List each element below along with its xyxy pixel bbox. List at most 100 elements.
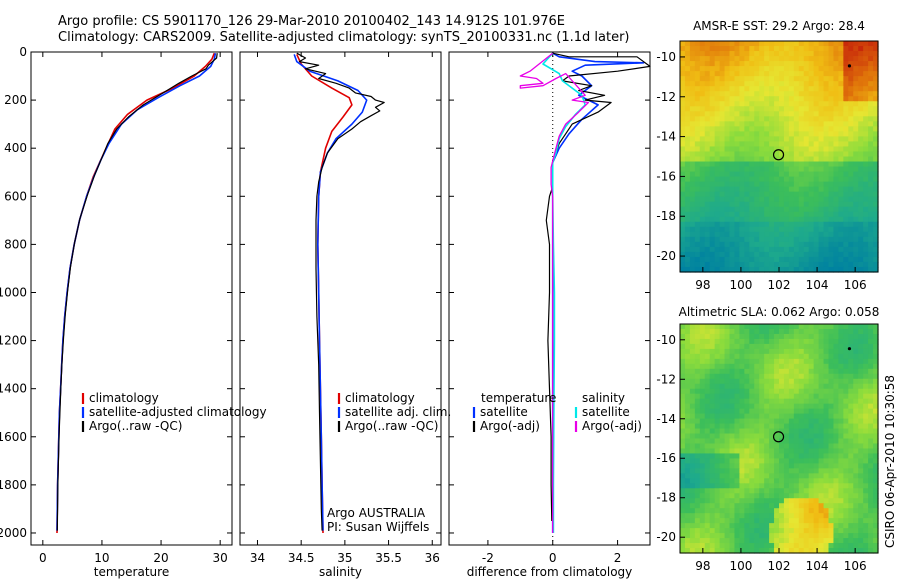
sst-map-cell xyxy=(739,241,745,248)
sla-map-cell xyxy=(828,478,835,484)
sst-map-cell xyxy=(803,221,810,228)
sst-map-cell xyxy=(838,91,844,97)
sst-map-cell xyxy=(813,131,820,138)
sst-map-cell xyxy=(764,146,770,153)
sst-map-cell xyxy=(694,201,701,208)
sla-map-cell xyxy=(818,383,825,390)
sla-map-cell xyxy=(734,518,740,524)
sla-map-cell xyxy=(749,453,755,460)
sla-map-cell xyxy=(858,408,864,415)
sla-map-cell xyxy=(823,388,830,395)
sla-map-cell xyxy=(813,493,820,499)
sst-map-cell xyxy=(873,126,879,132)
sst-map-cell xyxy=(838,86,844,92)
sla-map-cell xyxy=(788,508,795,514)
sst-map-cell xyxy=(798,211,805,218)
sst-map-cell xyxy=(749,216,755,223)
sla-map-cell xyxy=(818,528,825,534)
sla-map-cell xyxy=(759,408,765,415)
sla-map-cell xyxy=(729,473,736,479)
sla-map-cell xyxy=(808,458,815,464)
sla-map-cell xyxy=(699,458,706,464)
sst-map-cell xyxy=(803,151,810,158)
sst-map-cell xyxy=(779,241,785,248)
sla-map-cell xyxy=(769,458,775,464)
sla-map-cell xyxy=(803,333,810,340)
sst-map-cell xyxy=(734,41,740,47)
sst-map-cell xyxy=(724,61,731,67)
sla-map-cell xyxy=(749,398,755,405)
sst-map-cell xyxy=(729,71,736,77)
sla-map-cell xyxy=(803,413,810,420)
sla-map-cell xyxy=(808,473,815,479)
sla-map-cell xyxy=(759,348,765,355)
sst-map-cell xyxy=(764,266,770,273)
sla-map-cell xyxy=(724,423,731,430)
sla-map-cell xyxy=(779,493,785,499)
sst-map-cell xyxy=(838,171,844,178)
sst-map-cell xyxy=(714,241,721,248)
sst-map-cell xyxy=(754,176,760,183)
sst-map-cell xyxy=(684,81,691,87)
sst-map-cell xyxy=(853,256,859,263)
sst-map-cell xyxy=(680,256,686,263)
sla-map-cell xyxy=(759,383,765,390)
sla-map-cell xyxy=(680,483,686,489)
sst-map-cell xyxy=(749,226,755,233)
sst-map-cell xyxy=(680,116,686,122)
sst-map-cell xyxy=(803,196,810,203)
sst-map-cell xyxy=(749,106,755,112)
sst-map-cell xyxy=(813,61,820,67)
sst-map-cell xyxy=(759,81,765,87)
sst-map-cell xyxy=(873,161,879,168)
salinity-profile-xlabel: salinity xyxy=(319,565,362,579)
sla-map-cell xyxy=(848,463,854,469)
sla-map-cell xyxy=(848,433,854,440)
sst-map-xtick-label: 100 xyxy=(729,278,752,292)
sst-map-cell xyxy=(813,116,820,122)
sla-map-cell xyxy=(689,483,696,489)
sst-map-cell xyxy=(823,61,830,67)
sst-map-cell xyxy=(783,66,790,72)
sla-map-cell xyxy=(734,423,740,430)
sla-map-cell xyxy=(759,324,765,330)
sst-map-cell xyxy=(853,181,859,188)
sla-map-cell xyxy=(749,358,755,365)
sla-map-cell xyxy=(838,433,844,440)
sla-map-cell xyxy=(833,433,839,440)
sla-map-cell xyxy=(719,463,726,469)
sst-map-cell xyxy=(769,116,775,122)
sst-map-cell xyxy=(868,236,874,243)
sla-map-cell xyxy=(709,483,716,489)
sla-map-cell xyxy=(699,443,706,450)
sla-map-cell xyxy=(788,378,795,385)
sla-map-cell xyxy=(724,533,731,539)
sst-map-cell xyxy=(704,191,711,198)
sst-map-cell xyxy=(689,46,696,52)
sst-map-cell xyxy=(788,66,795,72)
sla-map-cell xyxy=(838,408,844,415)
sst-map-cell xyxy=(828,141,835,148)
sla-map-cell xyxy=(848,423,854,430)
sst-map-cell xyxy=(694,151,701,158)
sla-map-cell xyxy=(689,408,696,415)
sst-map-cell xyxy=(689,111,696,117)
sla-map-cell xyxy=(719,543,726,549)
sla-map-cell xyxy=(734,488,740,494)
sst-map-cell xyxy=(779,216,785,223)
sst-map-cell xyxy=(813,46,820,52)
sst-map-cell xyxy=(848,126,854,132)
sla-map-cell xyxy=(694,498,701,504)
sst-map-cell xyxy=(788,201,795,208)
sla-map-cell xyxy=(803,398,810,405)
sla-map-cell xyxy=(694,363,701,370)
sst-map-cell xyxy=(798,226,805,233)
sla-map-cell xyxy=(734,418,740,425)
sla-map-cell xyxy=(828,468,835,474)
sla-map-cell xyxy=(813,538,820,544)
sst-map-cell xyxy=(724,116,731,122)
sla-map-cell xyxy=(699,433,706,440)
sst-map-cell xyxy=(793,141,800,148)
sla-map-cell xyxy=(808,543,815,549)
sst-map-cell xyxy=(843,151,849,158)
